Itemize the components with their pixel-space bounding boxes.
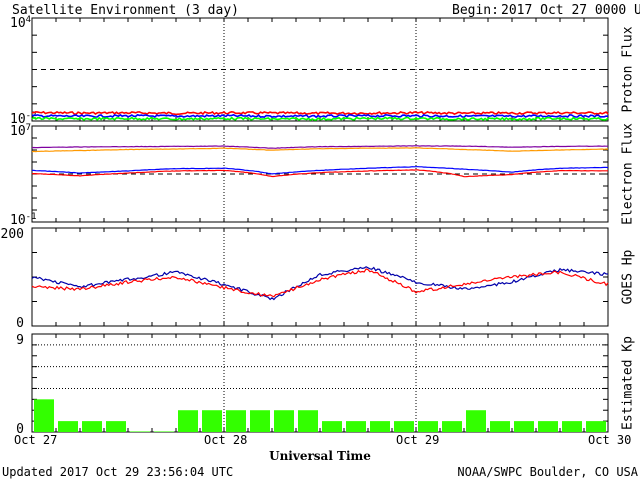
chart-title: Satellite Environment (3 day) xyxy=(12,3,239,18)
kp-bar xyxy=(130,431,150,432)
series-line-purple xyxy=(31,145,608,149)
kp-bar xyxy=(538,421,558,432)
panel-3: 9 0 Estimated Kp xyxy=(16,333,635,437)
y-tick-exponent: -1 xyxy=(26,212,37,222)
x-axis-label: Universal Time xyxy=(269,449,371,463)
kp-bar xyxy=(418,421,438,432)
series-line-blue xyxy=(31,166,609,175)
kp-bar xyxy=(322,421,342,432)
kp-bar xyxy=(34,399,54,432)
panel-frame xyxy=(31,333,609,433)
y-axis-label: Electron Flux xyxy=(621,123,636,225)
kp-bar xyxy=(394,421,414,432)
y-tick-label: 200 xyxy=(1,227,24,242)
y-axis-label: Estimated Kp xyxy=(621,336,636,430)
kp-bar xyxy=(562,421,582,432)
kp-bar xyxy=(202,410,222,432)
y-tick-label: 9 xyxy=(16,333,24,348)
series-line-blue xyxy=(31,113,609,119)
panel-1: 107 10-1 Electron Flux xyxy=(10,123,636,228)
begin-label: Begin: xyxy=(452,3,499,18)
y-tick-exponent: 7 xyxy=(26,123,31,133)
series-line-dark_blue xyxy=(31,266,609,301)
kp-bar xyxy=(442,421,462,432)
y-tick-label: 10-1 xyxy=(10,212,37,228)
kp-bar xyxy=(298,410,318,432)
x-tick-label-1: Oct 28 xyxy=(204,433,247,447)
kp-bar xyxy=(370,421,390,432)
kp-bar xyxy=(274,410,294,432)
kp-bar xyxy=(514,421,534,432)
panel-2: 200 0 GOES Hp xyxy=(1,227,636,331)
kp-bar xyxy=(490,421,510,432)
kp-bar xyxy=(466,410,486,432)
y-tick-label: 104 xyxy=(10,15,31,31)
y-axis-label: GOES Hp xyxy=(621,249,636,304)
begin-value: 2017 Oct 27 0000 UTC xyxy=(501,3,640,18)
updated-timestamp: Updated 2017 Oct 29 23:56:04 UTC xyxy=(2,465,233,479)
panel-frame xyxy=(31,227,609,327)
kp-bar xyxy=(250,410,270,432)
x-tick-label-0: Oct 27 xyxy=(14,433,57,447)
kp-bar xyxy=(58,421,78,432)
y-axis-label: Proton Flux xyxy=(621,26,636,112)
y-tick-exponent: 4 xyxy=(26,15,31,25)
y-tick-label: 107 xyxy=(10,123,31,139)
x-tick-label-3: Oct 30 xyxy=(588,433,631,447)
series-line-red xyxy=(31,268,609,298)
series-line-red xyxy=(32,169,608,178)
kp-bar xyxy=(226,410,246,432)
kp-bar xyxy=(178,410,198,432)
series-line-red xyxy=(31,110,609,116)
kp-bar xyxy=(346,421,366,432)
y-tick-label: 0 xyxy=(16,422,24,437)
kp-bar xyxy=(586,421,606,432)
series-line-green xyxy=(31,116,609,122)
y-tick-exponent: -2 xyxy=(26,111,37,121)
x-tick-label-2: Oct 29 xyxy=(396,433,439,447)
credit-text: NOAA/SWPC Boulder, CO USA xyxy=(457,465,638,479)
series-line-orange xyxy=(31,147,609,153)
kp-bar xyxy=(82,421,102,432)
kp-bar xyxy=(106,421,126,432)
y-tick-label: 0 xyxy=(16,316,24,331)
kp-bar xyxy=(154,431,174,432)
